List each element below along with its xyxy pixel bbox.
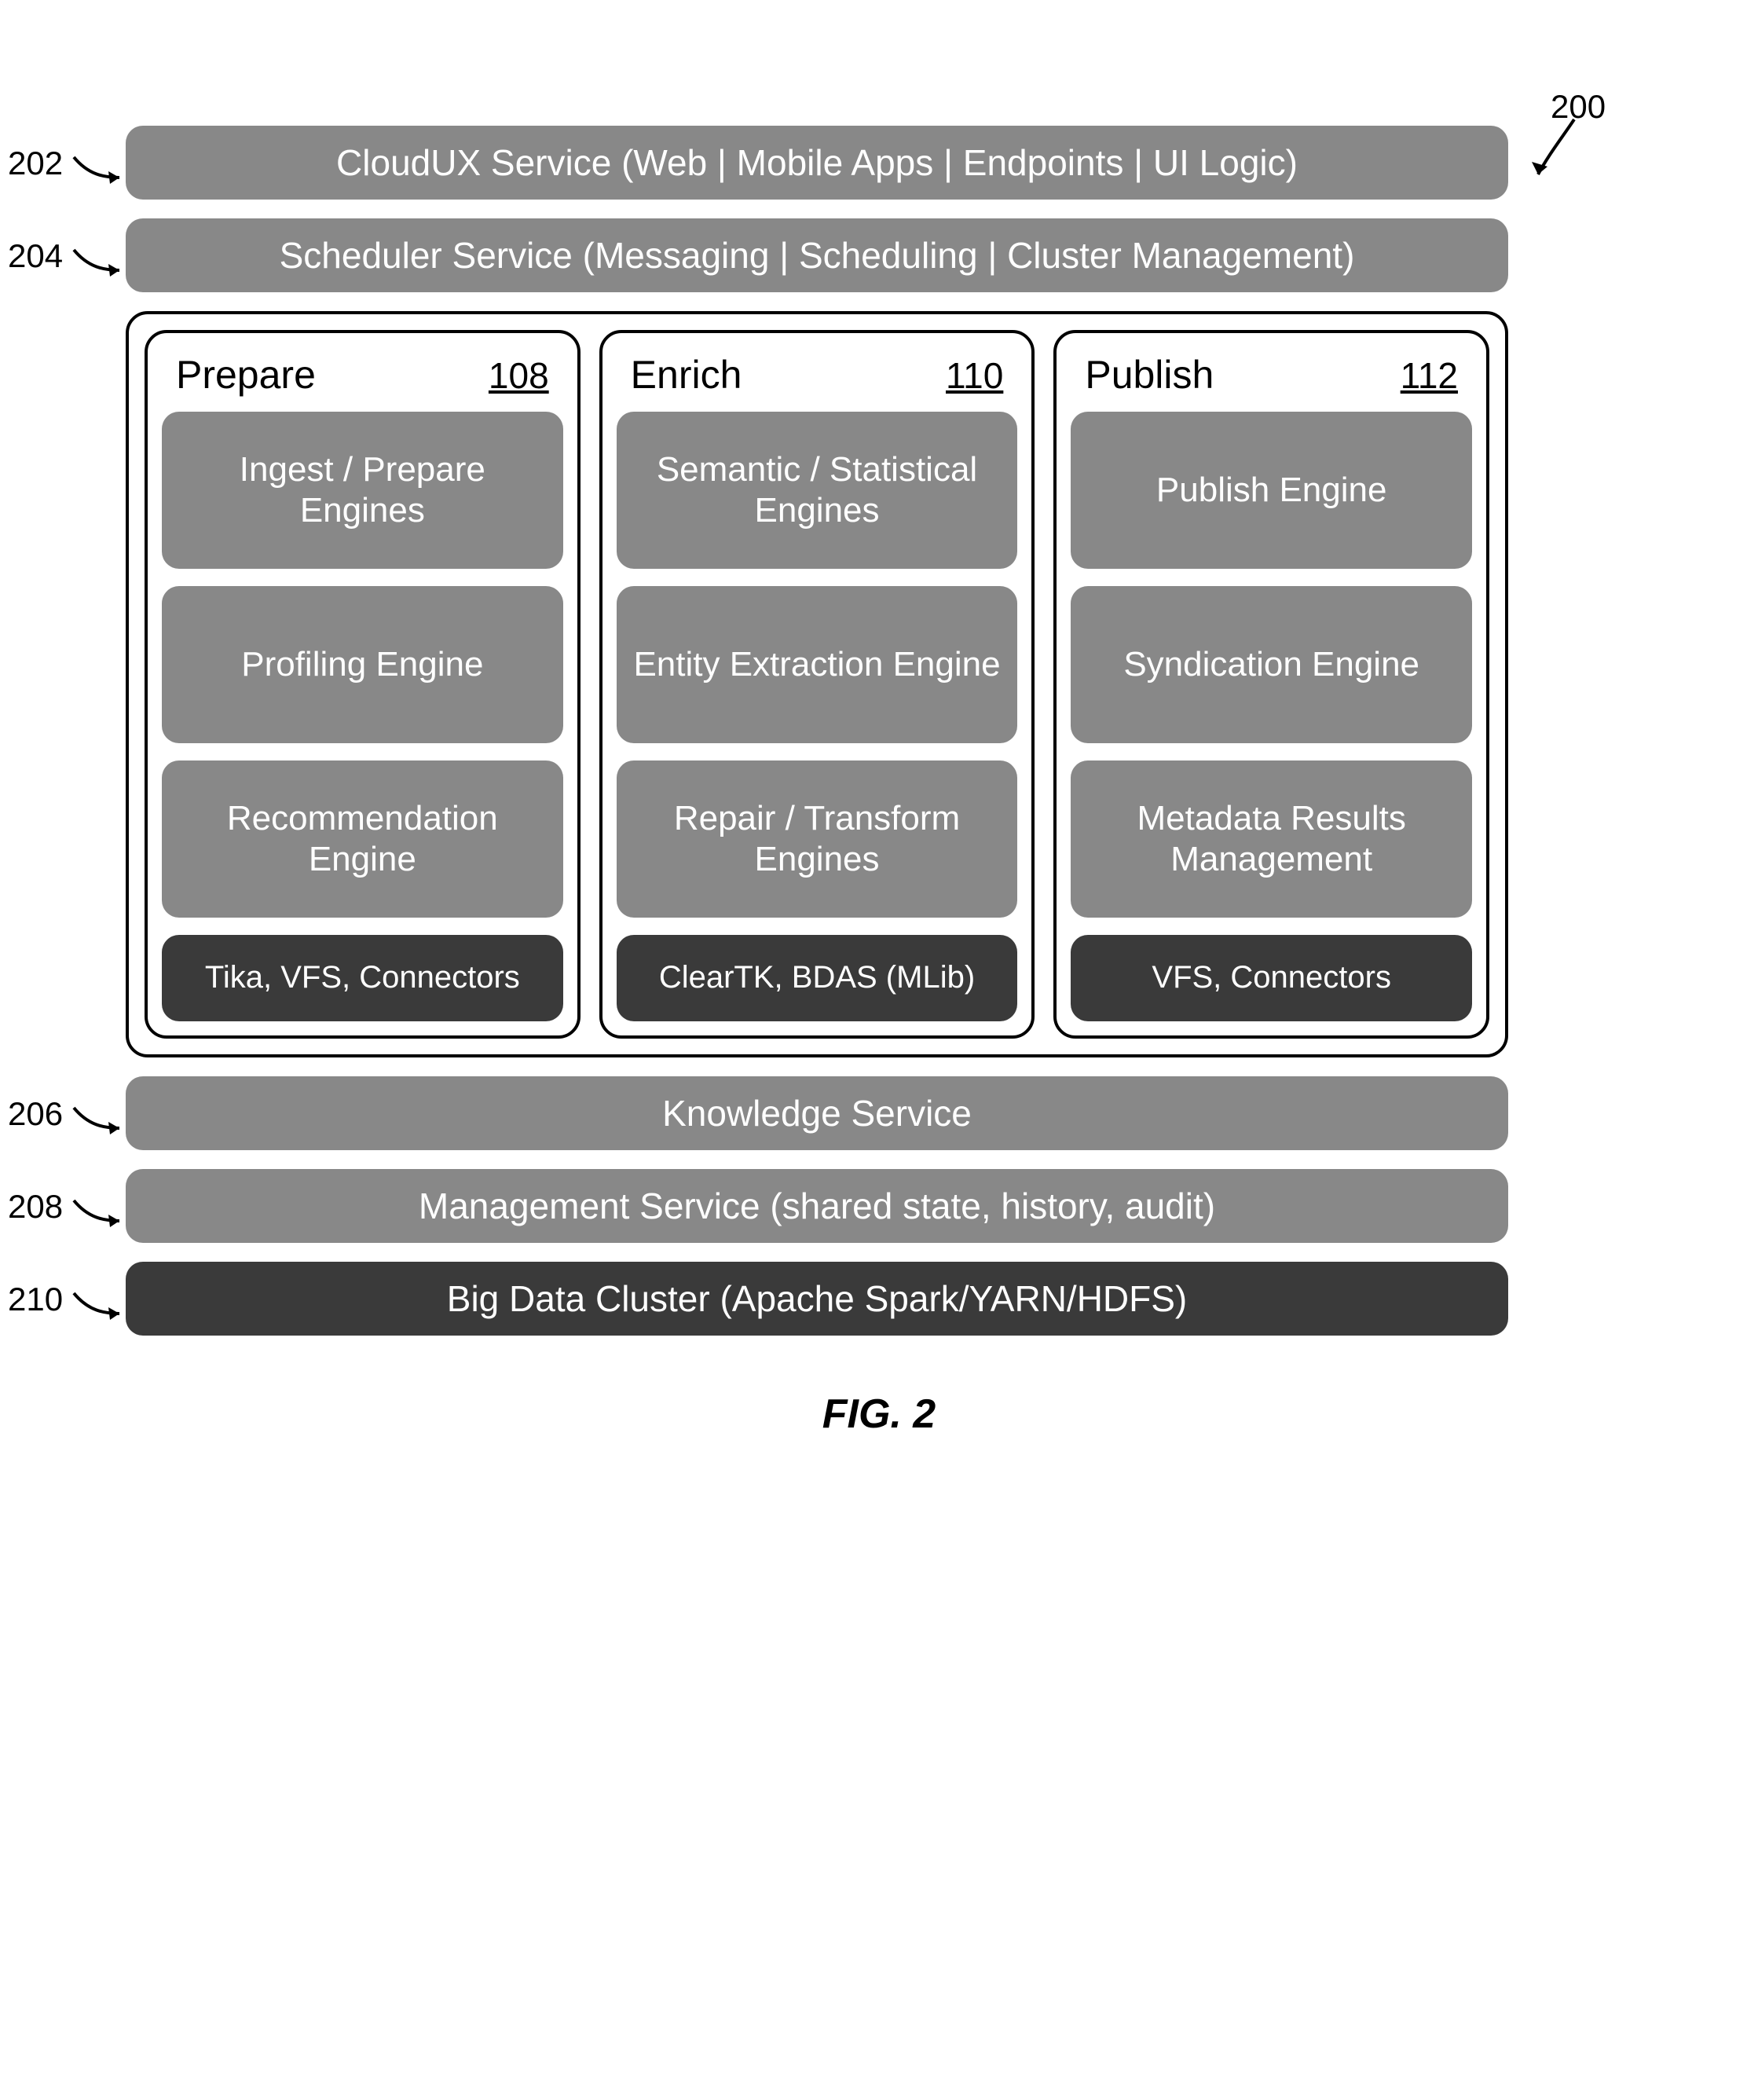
column-title: Enrich <box>631 352 742 398</box>
cell: VFS, Connectors <box>1071 935 1472 1021</box>
cell: Ingest / Prepare Engines <box>162 412 563 569</box>
cell: Syndication Engine <box>1071 586 1472 743</box>
column-title: Prepare <box>176 352 316 398</box>
column-enrich: Enrich 110 Semantic / Statistical Engines E… <box>599 330 1035 1039</box>
column-ref: 110 <box>946 354 1003 397</box>
top-bar-1: Scheduler Service (Messaging | Schedulin… <box>126 218 1508 292</box>
cell: ClearTK, BDAS (MLib) <box>617 935 1018 1021</box>
column-ref: 108 <box>489 354 549 397</box>
column-header: Enrich 110 <box>631 352 1010 398</box>
cell: Entity Extraction Engine <box>617 586 1018 743</box>
cell: Metadata Results Management <box>1071 760 1472 918</box>
arrow-202 <box>72 149 127 188</box>
column-prepare: Prepare 108 Ingest / Prepare Engines Profil… <box>145 330 581 1039</box>
arrow-208 <box>72 1193 127 1231</box>
cell: Publish Engine <box>1071 412 1472 569</box>
arrow-overall <box>1529 115 1591 189</box>
figure-label: FIG. 2 <box>822 1391 936 1438</box>
cell: Semantic / Statistical Engines <box>617 412 1018 569</box>
cell: Tika, VFS, Connectors <box>162 935 563 1021</box>
ref-204: 204 <box>8 237 63 275</box>
cell: Repair / Transform Engines <box>617 760 1018 918</box>
column-header: Publish 112 <box>1085 352 1464 398</box>
ref-206: 206 <box>8 1095 63 1133</box>
arrow-206 <box>72 1100 127 1138</box>
arrow-204 <box>72 242 127 280</box>
column-header: Prepare 108 <box>176 352 555 398</box>
column-publish: Publish 112 Publish Engine Syndication Engi… <box>1053 330 1489 1039</box>
pipeline-frame: Prepare 108 Ingest / Prepare Engines Profil… <box>126 311 1508 1057</box>
arrow-210 <box>72 1285 127 1324</box>
bottom-bar-0: Knowledge Service <box>126 1076 1508 1150</box>
top-bar-0: CloudUX Service (Web | Mobile Apps | End… <box>126 126 1508 200</box>
ref-210: 210 <box>8 1281 63 1318</box>
ref-202: 202 <box>8 145 63 182</box>
cell: Profiling Engine <box>162 586 563 743</box>
bottom-bar-1: Management Service (shared state, histor… <box>126 1169 1508 1243</box>
column-ref: 112 <box>1401 354 1458 397</box>
cell: Recommendation Engine <box>162 760 563 918</box>
ref-208: 208 <box>8 1188 63 1226</box>
column-title: Publish <box>1085 352 1214 398</box>
bottom-bar-2: Big Data Cluster (Apache Spark/YARN/HDFS… <box>126 1262 1508 1336</box>
architecture-diagram: CloudUX Service (Web | Mobile Apps | End… <box>126 126 1508 1354</box>
